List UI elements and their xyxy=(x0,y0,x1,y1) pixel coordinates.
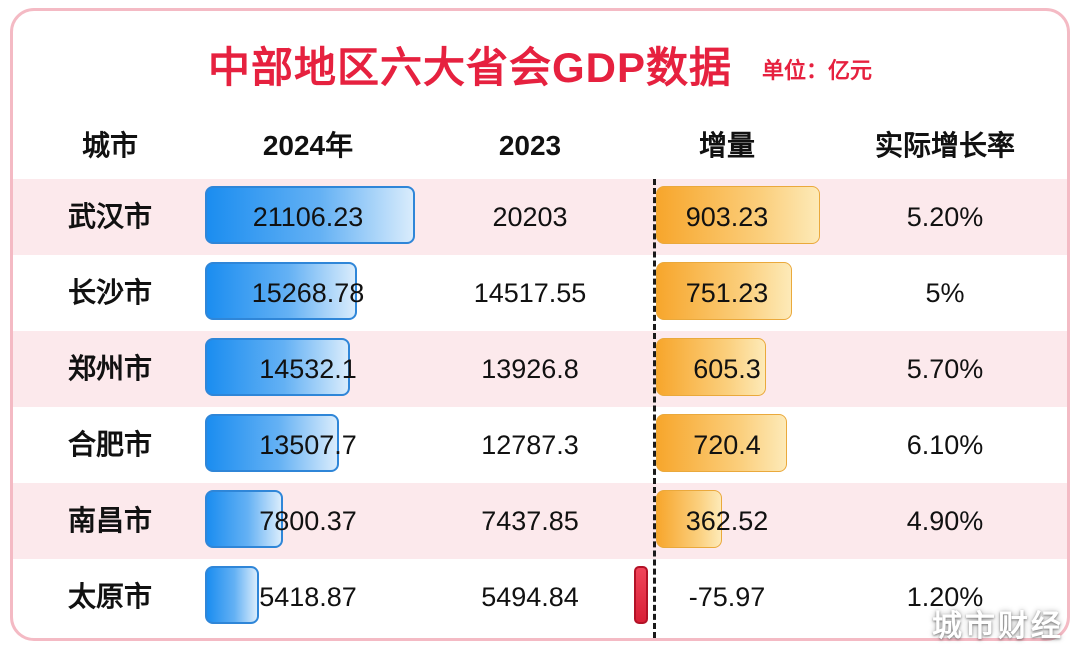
increment-bar xyxy=(634,566,648,624)
gdp-2024-value: 21106.23 xyxy=(252,202,364,232)
gdp-2023-value: 7437.85 xyxy=(481,506,579,536)
city-name: 太原市 xyxy=(67,581,152,612)
table-row: 郑州市 14532.1 13926.8 605.3 5.70% xyxy=(13,331,1067,407)
column-header-increment: 增量 xyxy=(698,130,755,161)
gdp-2024-bar xyxy=(205,414,339,472)
table-row: 南昌市 7800.37 7437.85 362.52 4.90% xyxy=(13,483,1067,559)
column-header-2024: 2024年 xyxy=(262,130,354,161)
city-name: 郑州市 xyxy=(67,353,152,384)
watermark: 城市财经 xyxy=(932,610,1064,643)
gdp-2023-value: 5494.84 xyxy=(481,582,579,612)
table-body: 武汉市 21106.23 20203 903.23 5.20% 长沙市 1526… xyxy=(13,179,1067,638)
gdp-2024-bar xyxy=(205,262,357,320)
increment-value: 720.4 xyxy=(693,430,761,460)
table-header: 城市 2024年 2023 增量 实际增长率 xyxy=(13,117,1067,179)
city-name: 南昌市 xyxy=(67,505,152,536)
increment-value: 751.23 xyxy=(685,278,769,308)
gdp-2024-bar xyxy=(205,186,415,244)
increment-bar xyxy=(656,262,792,320)
growth-rate-value: 4.90% xyxy=(906,506,984,536)
increment-value: 362.52 xyxy=(685,506,769,536)
gdp-2024-bar xyxy=(205,338,350,396)
city-name: 武汉市 xyxy=(67,201,152,232)
gdp-2024-value: 13507.7 xyxy=(259,430,357,460)
table-row: 太原市 5418.87 5494.84 -75.97 1.20% xyxy=(13,559,1067,635)
gdp-2023-value: 12787.3 xyxy=(481,430,579,460)
gdp-2024-value: 15268.78 xyxy=(251,278,365,308)
growth-rate-value: 5% xyxy=(925,278,965,308)
gdp-table-card: 中部地区六大省会GDP数据 单位：亿元 城市 2024年 2023 增量 实际增… xyxy=(10,8,1070,641)
growth-rate-value: 5.70% xyxy=(906,354,984,384)
growth-rate-value: 6.10% xyxy=(906,430,984,460)
increment-bar xyxy=(656,186,820,244)
growth-rate-value: 1.20% xyxy=(906,582,984,612)
column-header-growth-rate: 实际增长率 xyxy=(874,130,1015,161)
gdp-2024-value: 5418.87 xyxy=(259,582,357,612)
increment-value: -75.97 xyxy=(688,582,766,612)
gdp-2024-bar xyxy=(205,566,259,624)
increment-bar xyxy=(656,414,787,472)
increment-value: 903.23 xyxy=(685,202,769,232)
gdp-2024-value: 7800.37 xyxy=(259,506,357,536)
gdp-2023-value: 14517.55 xyxy=(473,278,587,308)
city-name: 合肥市 xyxy=(67,429,152,460)
unit-label: 单位：亿元 xyxy=(762,58,873,83)
table-row: 长沙市 15268.78 14517.55 751.23 5% xyxy=(13,255,1067,331)
table-row: 合肥市 13507.7 12787.3 720.4 6.10% xyxy=(13,407,1067,483)
gdp-2023-value: 13926.8 xyxy=(481,354,579,384)
zero-axis-dashed-line xyxy=(653,179,656,638)
increment-bar xyxy=(656,490,722,548)
increment-bar xyxy=(656,338,766,396)
title-bar: 中部地区六大省会GDP数据 单位：亿元 xyxy=(13,11,1067,117)
gdp-2023-value: 20203 xyxy=(492,202,568,232)
increment-value: 605.3 xyxy=(693,354,761,384)
gdp-2024-value: 14532.1 xyxy=(259,354,357,384)
table-row: 武汉市 21106.23 20203 903.23 5.20% xyxy=(13,179,1067,255)
growth-rate-value: 5.20% xyxy=(906,202,984,232)
city-name: 长沙市 xyxy=(67,277,152,308)
page-title: 中部地区六大省会GDP数据 xyxy=(207,43,732,91)
column-header-city: 城市 xyxy=(81,130,138,161)
gdp-2024-bar xyxy=(205,490,283,548)
column-header-2023: 2023 xyxy=(498,130,562,161)
